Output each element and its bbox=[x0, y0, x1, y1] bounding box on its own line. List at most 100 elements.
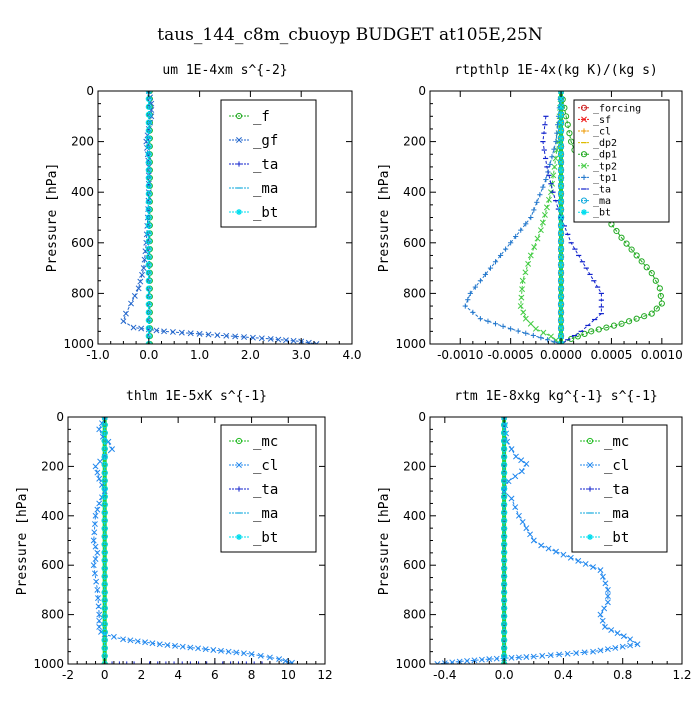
x-tick-label: 0.0005 bbox=[590, 348, 632, 362]
series-point-cl bbox=[556, 651, 563, 658]
series-point-bt bbox=[558, 341, 564, 344]
series-point-gf bbox=[267, 335, 274, 342]
series-point-bt bbox=[145, 182, 152, 189]
series-point-tp2 bbox=[517, 303, 524, 310]
legend-marker bbox=[581, 162, 587, 169]
legend-marker bbox=[581, 209, 587, 216]
y-tick-label: 200 bbox=[403, 459, 426, 473]
series-group bbox=[434, 417, 641, 664]
series-point-gf bbox=[187, 330, 194, 337]
series-point-bt bbox=[145, 253, 152, 261]
series-point-gf bbox=[223, 332, 230, 339]
series-point-cl bbox=[94, 506, 101, 513]
x-tick-label: 0.0010 bbox=[641, 348, 683, 362]
series-point-gf bbox=[153, 327, 160, 334]
legend-marker bbox=[587, 534, 593, 540]
series-point-tp1 bbox=[515, 328, 521, 334]
series-point-cl bbox=[134, 638, 141, 645]
y-tick-label: 1000 bbox=[395, 657, 426, 671]
series-point-cl bbox=[608, 627, 615, 633]
y-axis-label: Pressure [hPa] bbox=[377, 486, 392, 596]
series-point-cl bbox=[547, 652, 554, 659]
x-tick-label: 0.0000 bbox=[540, 348, 582, 362]
series-point-cl bbox=[564, 650, 571, 657]
legend-box bbox=[573, 99, 670, 223]
legend-marker bbox=[236, 486, 242, 492]
series-point-tp2 bbox=[527, 252, 534, 259]
series-point-tp1 bbox=[508, 240, 514, 246]
series-point-cl bbox=[567, 554, 574, 561]
series-point-bt bbox=[501, 597, 508, 604]
series-point-cl bbox=[513, 453, 519, 460]
series-point-cl bbox=[210, 647, 217, 653]
series-point-tp1 bbox=[549, 154, 555, 160]
series-point-bt bbox=[501, 644, 508, 652]
series-point-cl bbox=[164, 642, 171, 649]
series-point-dp1 bbox=[652, 277, 659, 284]
series-point-dp1 bbox=[618, 320, 625, 327]
series-point-ma bbox=[557, 309, 565, 316]
series-line-tp1 bbox=[464, 91, 562, 344]
x-tick-label: 2.0 bbox=[241, 348, 260, 362]
series-point-gf bbox=[138, 325, 145, 332]
series-point-cl bbox=[573, 650, 580, 657]
series-point-bt bbox=[501, 549, 508, 556]
series-point-bt bbox=[101, 557, 108, 564]
series-point-cl bbox=[602, 580, 609, 587]
series-point-cl bbox=[285, 661, 292, 664]
series-point-gf bbox=[178, 329, 185, 336]
series-point-cl bbox=[95, 595, 101, 602]
legend-label: _gf bbox=[253, 133, 278, 149]
series-point-bt bbox=[558, 151, 564, 158]
series-point-ta bbox=[259, 661, 265, 664]
series-point-gf bbox=[148, 100, 155, 107]
series-point-cl bbox=[92, 463, 99, 470]
series-point-bt bbox=[145, 159, 152, 166]
series-point-gf bbox=[305, 339, 312, 344]
y-tick-label: 0 bbox=[56, 410, 64, 424]
series-point-tp1 bbox=[530, 332, 536, 339]
series-point-bt bbox=[145, 103, 152, 110]
series-point-tp1 bbox=[470, 309, 476, 315]
series-point-bt bbox=[101, 573, 108, 580]
series-point-tp1 bbox=[513, 233, 519, 240]
legend-label: _f bbox=[253, 109, 270, 125]
series-point-tp1 bbox=[543, 176, 549, 183]
series-point-cl bbox=[97, 458, 104, 465]
series-point-tp2 bbox=[527, 320, 534, 327]
series-point-tp2 bbox=[519, 277, 526, 284]
legend-label: _bt bbox=[604, 530, 629, 546]
series-point-gf bbox=[128, 300, 134, 307]
x-tick-label: 0 bbox=[101, 668, 109, 682]
series-point-dp1 bbox=[643, 264, 650, 271]
y-tick-label: 800 bbox=[71, 286, 94, 300]
series-point-bt bbox=[101, 565, 108, 572]
series-point-cl bbox=[91, 529, 98, 536]
series-point-bt bbox=[501, 589, 508, 596]
series-point-gf bbox=[232, 333, 239, 340]
series-point-cl bbox=[120, 636, 127, 643]
series-point-bt bbox=[101, 621, 108, 628]
series-point-bt bbox=[558, 135, 564, 142]
series-point-bt bbox=[501, 573, 508, 580]
series-point-tp1 bbox=[472, 284, 478, 290]
series-point-cl bbox=[634, 641, 641, 648]
series-point-tp1 bbox=[553, 139, 559, 145]
series-point-gf bbox=[131, 292, 138, 299]
series-point-cl bbox=[515, 512, 522, 519]
y-tick-label: 800 bbox=[403, 286, 426, 300]
series-point-bt bbox=[501, 621, 508, 628]
series-point-cl bbox=[581, 649, 588, 656]
series-point-bt bbox=[558, 198, 564, 205]
series-point-ma bbox=[557, 119, 565, 126]
series-point-bt bbox=[101, 644, 108, 652]
series-point-cl bbox=[94, 586, 101, 593]
x-tick-label: 1.2 bbox=[672, 668, 691, 682]
series-point-bt bbox=[145, 111, 152, 118]
series-point-bt bbox=[101, 597, 108, 604]
series-point-bt bbox=[145, 198, 152, 205]
series-point-tp1 bbox=[523, 221, 529, 227]
series-point-ta bbox=[251, 661, 257, 664]
series-point-tp1 bbox=[537, 192, 543, 198]
